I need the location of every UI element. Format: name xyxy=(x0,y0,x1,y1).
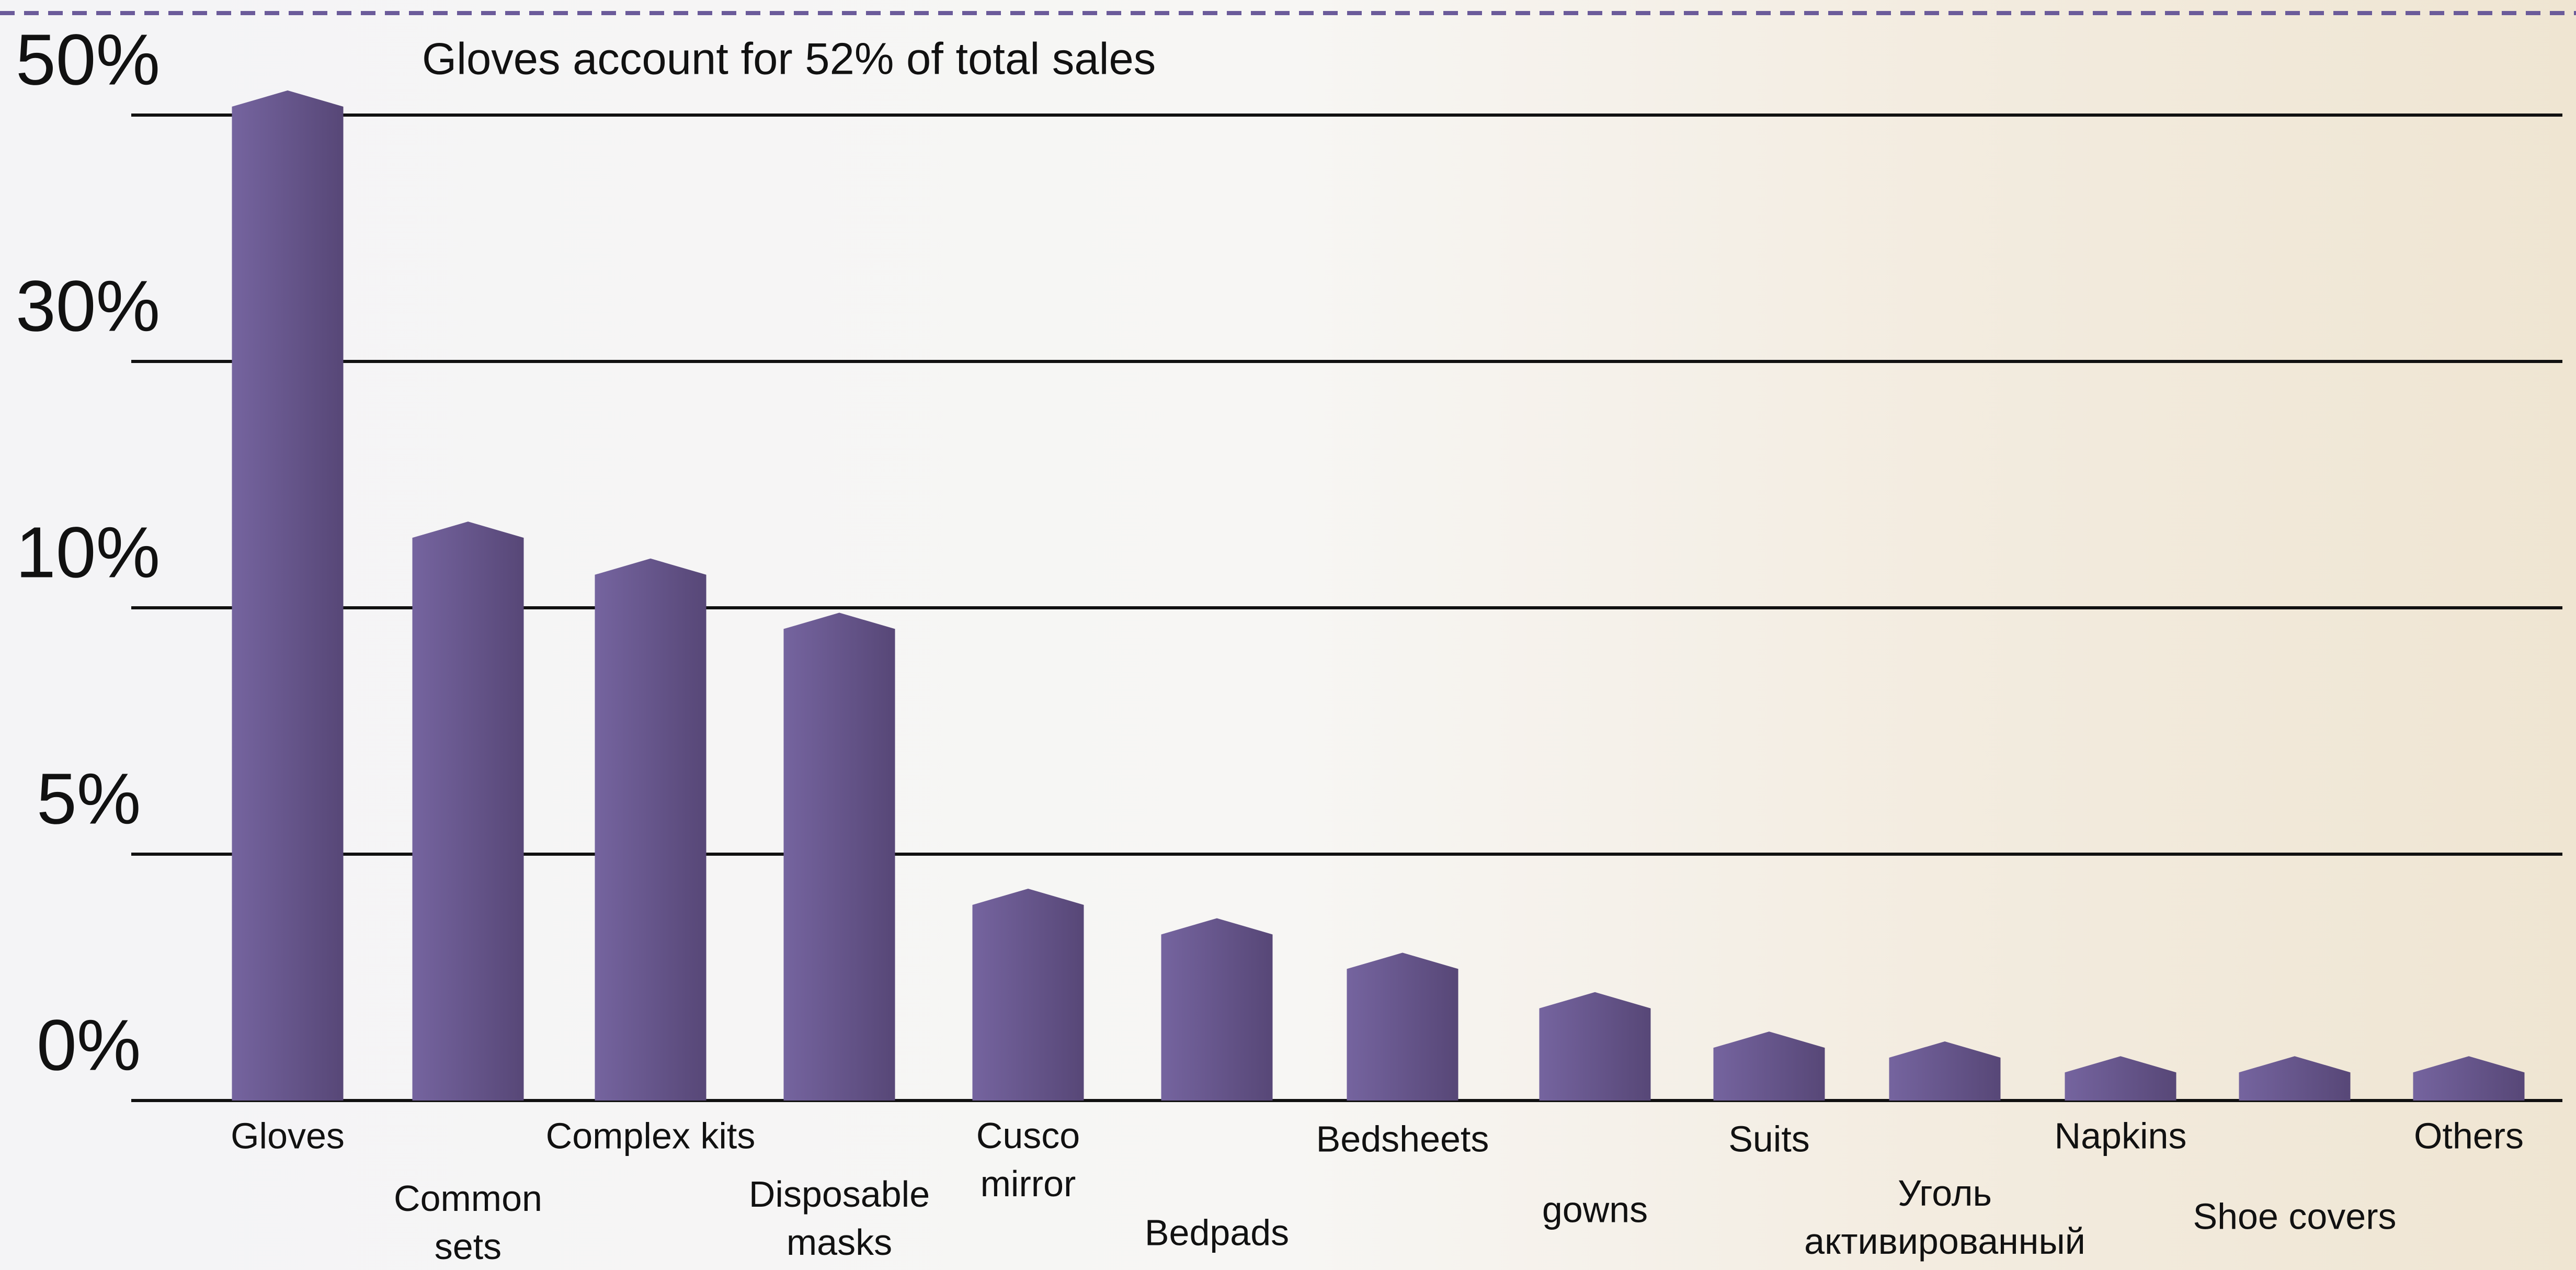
bar xyxy=(232,90,344,1101)
x-tick-label: Gloves xyxy=(231,1115,345,1156)
x-tick-label: Napkins xyxy=(2055,1115,2187,1156)
y-tick-label: 30% xyxy=(16,266,160,346)
label-line: mirror xyxy=(981,1163,1076,1204)
y-tick-label: 50% xyxy=(16,19,160,100)
label-line: sets xyxy=(435,1226,501,1267)
bar xyxy=(1539,992,1651,1101)
bar xyxy=(1347,953,1458,1101)
x-tick-label: Bedpads xyxy=(1145,1212,1289,1253)
label-line: активированный xyxy=(1804,1221,2085,1262)
label-line: Disposable xyxy=(749,1174,930,1215)
x-tick-label: Cusco mirror xyxy=(976,1115,1080,1204)
label-line: Common xyxy=(394,1178,542,1219)
bar xyxy=(595,558,706,1101)
x-tick-label: Common sets xyxy=(394,1178,542,1267)
x-tick-label: Bedsheets xyxy=(1316,1118,1489,1159)
chart-title: Gloves account for 52% of total sales xyxy=(422,34,1156,84)
x-tick-label: Others xyxy=(2414,1115,2524,1156)
label-line: Cusco xyxy=(976,1115,1080,1156)
bar xyxy=(412,521,524,1101)
x-tick-label: Уголь активированный xyxy=(1804,1173,2085,1262)
label-line: Уголь xyxy=(1898,1173,1992,1214)
x-tick-label: Suits xyxy=(1728,1118,1810,1159)
x-tick-label: Complex kits xyxy=(546,1115,756,1156)
x-tick-label: gowns xyxy=(1542,1189,1648,1230)
bar xyxy=(1889,1041,2001,1101)
bar xyxy=(2065,1056,2176,1101)
y-tick-label: 0% xyxy=(37,1005,141,1085)
label-line: masks xyxy=(787,1222,892,1263)
x-tick-label: Disposable masks xyxy=(749,1174,930,1263)
bar xyxy=(1161,918,1273,1101)
y-tick-label: 5% xyxy=(37,758,141,839)
bar xyxy=(972,888,1084,1101)
x-tick-label: Shoe covers xyxy=(2193,1196,2396,1237)
y-tick-label: 10% xyxy=(16,512,160,593)
bar xyxy=(1713,1031,1825,1101)
bar xyxy=(2239,1056,2351,1101)
bar xyxy=(2413,1056,2525,1101)
bar xyxy=(783,613,895,1101)
